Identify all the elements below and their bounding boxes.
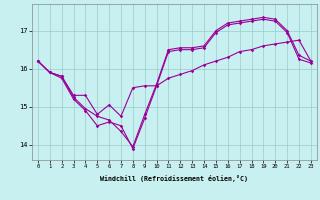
X-axis label: Windchill (Refroidissement éolien,°C): Windchill (Refroidissement éolien,°C) xyxy=(100,175,248,182)
